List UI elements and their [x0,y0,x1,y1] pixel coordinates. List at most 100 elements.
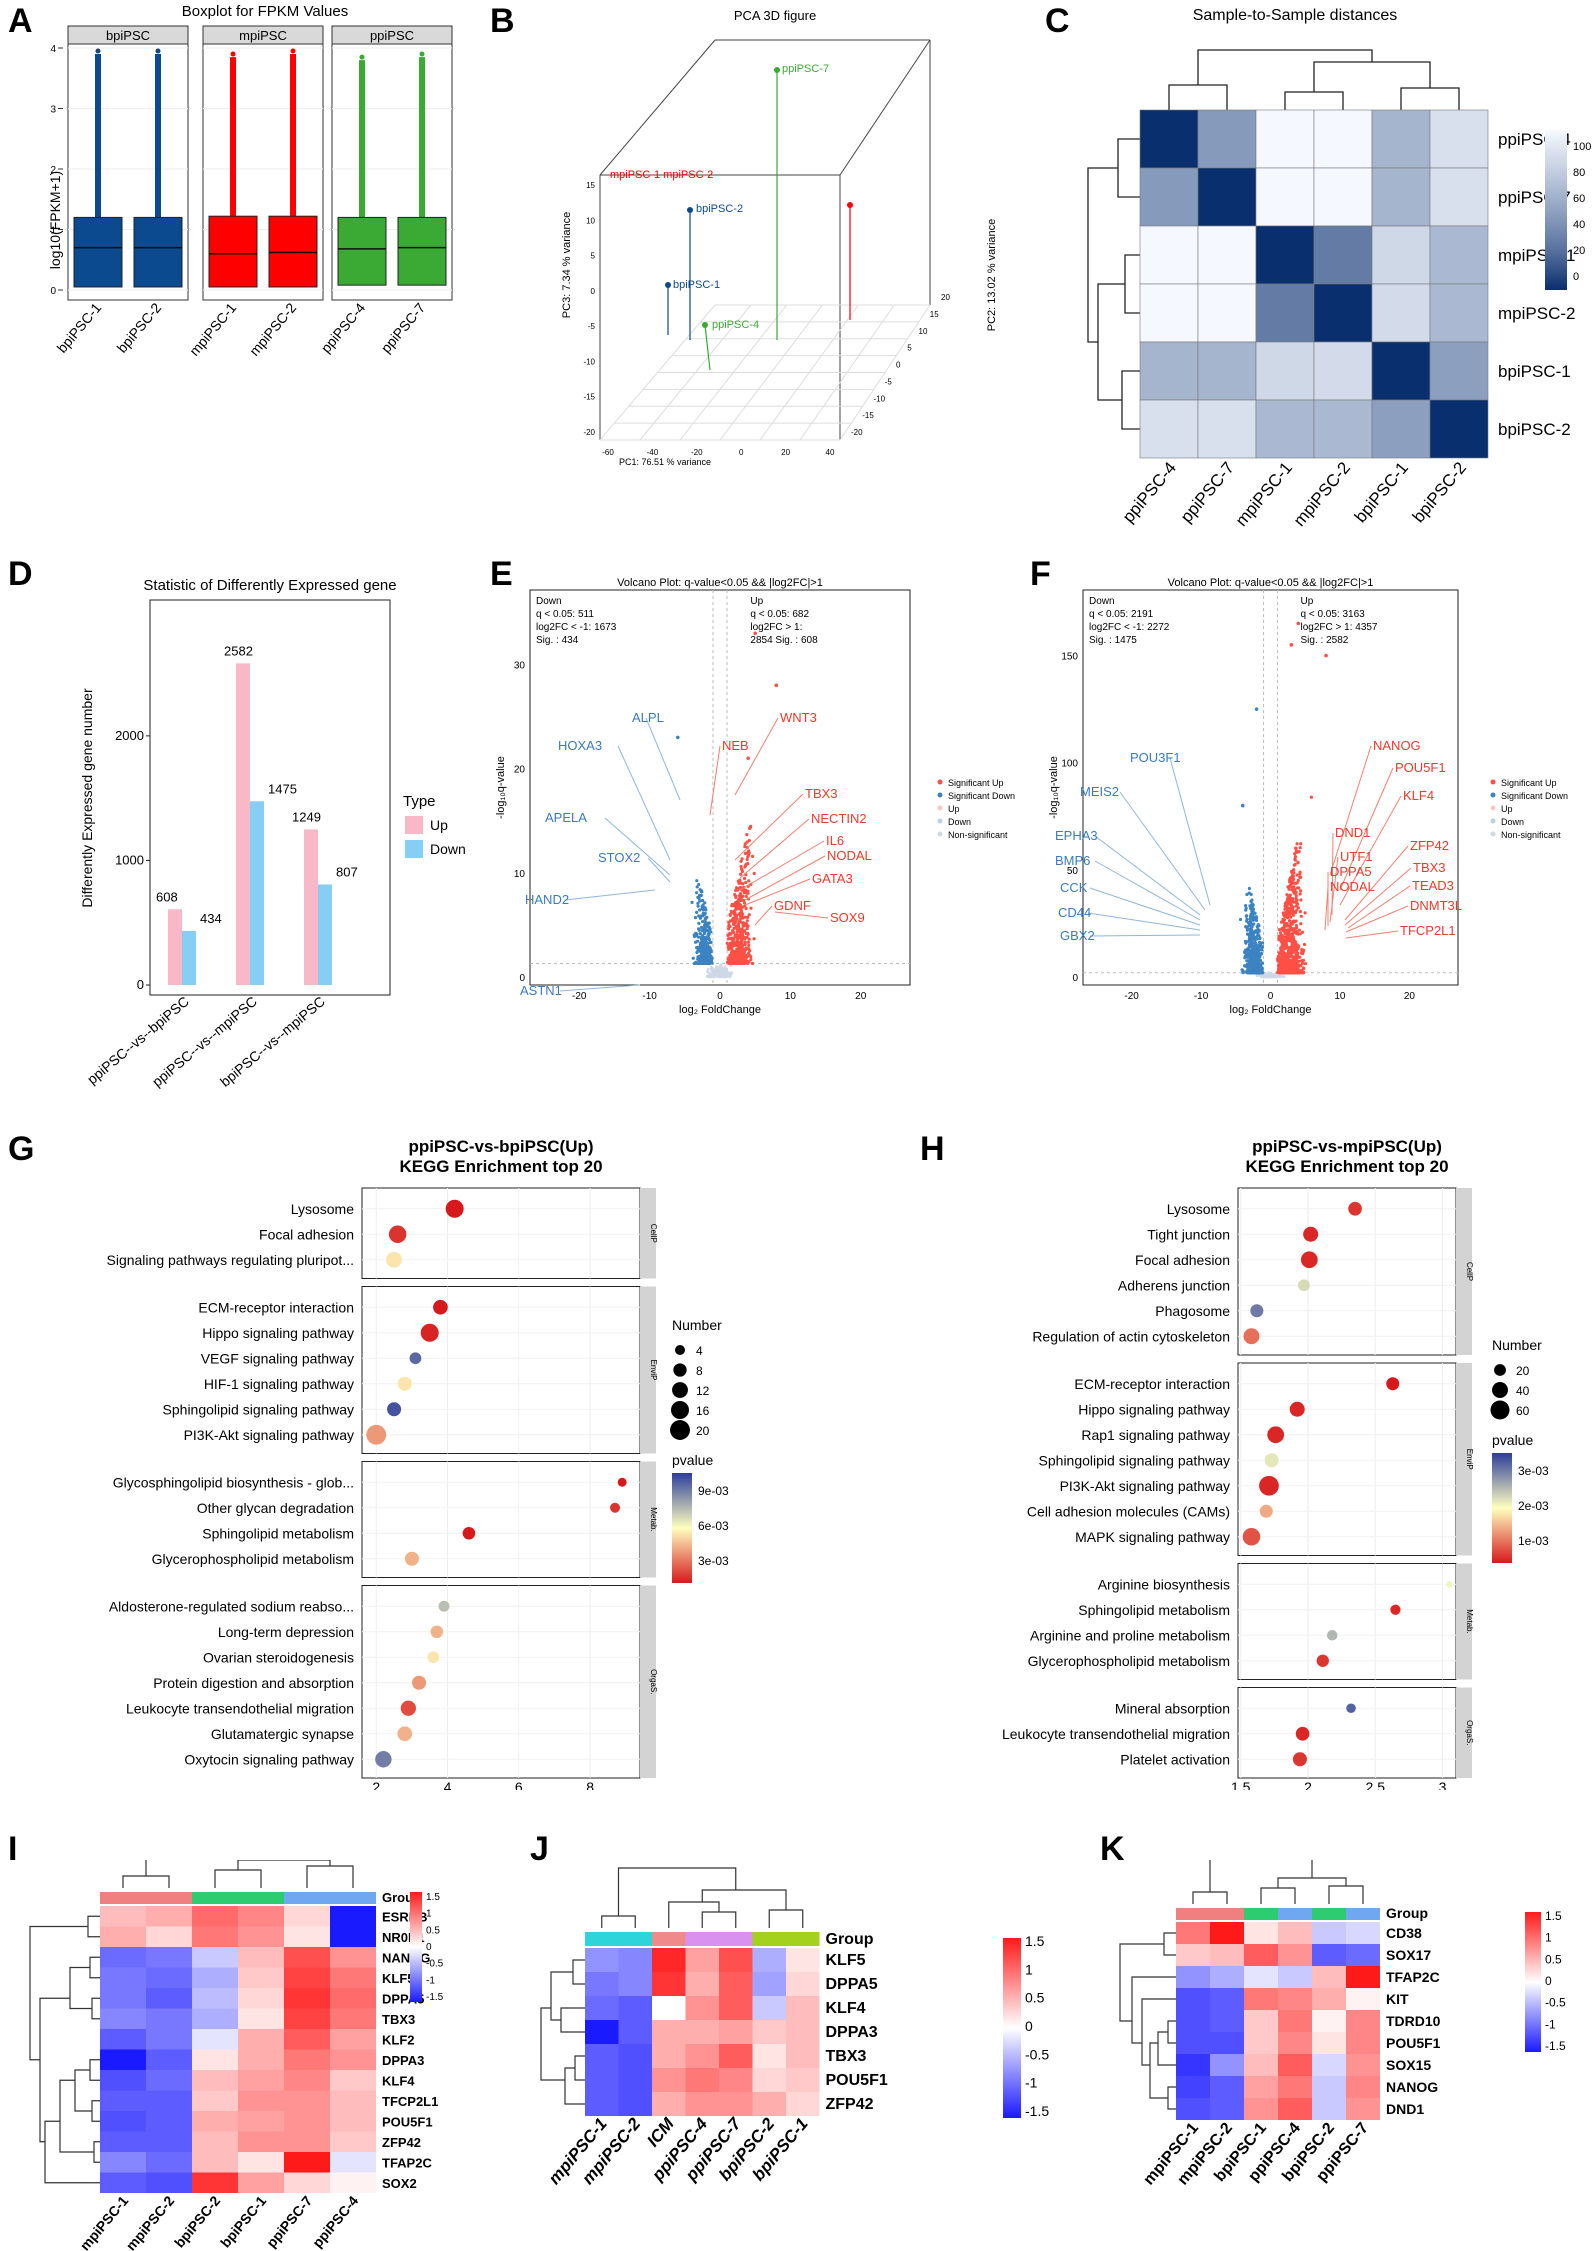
panelH-title1: ppiPSC-vs-mpiPSC(Up) [1252,1137,1442,1156]
panelF-point-down [1257,959,1261,963]
panelF-point-up [1288,971,1293,975]
panelG-term-label: VEGF signaling pathway [201,1350,354,1366]
panelH-color-tick: 3e-03 [1518,1464,1549,1478]
panelH-dot [1390,1604,1401,1615]
panelH-color-tick: 2e-03 [1518,1499,1549,1513]
panelE-point-ns [710,966,714,970]
panelE-frame [529,589,911,986]
panelG-size-key [672,1382,688,1398]
panel-c-cell [1313,283,1373,343]
panelE-point-up [740,916,745,920]
panelJ-gene-label: DPPA5 [826,1976,878,1993]
panelG-xtick: 6 [515,1779,523,1790]
panelF-point-up [1283,970,1287,974]
panelK-cell [1176,2076,1210,2098]
panel-a-box [133,216,183,288]
panelE-up-gene: NODAL [827,848,872,863]
panelK-gene-label: POU5F1 [1386,2035,1441,2051]
panelF-point-up [1295,943,1299,947]
panel-b-drop-line [704,324,711,371]
panelE-point-up [739,881,743,885]
panel-b-point-label: bpiPSC-2 [696,203,743,215]
panelF-point-up [1298,910,1302,914]
panelF-point-up [1288,879,1292,883]
panelF-gene-leader [1094,860,1201,921]
panelE-point-up [737,957,741,961]
panelG-group-strip [640,1461,656,1578]
panel-b-pc2-tick: -5 [885,377,893,386]
panelK-cell [1312,1922,1346,1944]
panelE-point-outlier [675,735,680,740]
panelH-xtick: 3 [1439,1779,1447,1790]
panelE-point-up [730,929,735,933]
panelF-point-up [1291,955,1295,959]
panelK-cell [1244,2098,1278,2120]
panel-d-bar [236,663,250,985]
panelJ-cell [786,1996,820,2020]
panelI-group-cell [284,1892,330,1904]
panelE-point-up [736,952,741,956]
panelF-point-up [1290,907,1295,911]
panelI-cell [284,2172,330,2193]
panelH-dot [1259,1475,1279,1496]
panelE-points [675,631,779,979]
panelI-group-cell [100,1892,146,1904]
panelK-scale-tick: -1.5 [1545,2039,1566,2053]
panelF-point-down [1247,932,1251,936]
panelF-down-gene: BMP6 [1055,853,1090,868]
panelG-group-name: CellP [649,1224,658,1243]
panelH-term-label: Rap1 signaling pathway [1081,1427,1230,1443]
panelH-dot [1292,1752,1307,1767]
panelK-cell [1210,2010,1244,2032]
panel-c-top-dendrogram [1168,49,1460,110]
panelF-point-up [1291,877,1295,881]
panel-c-cell [1197,109,1257,169]
panelG-group-frame [361,1286,641,1454]
panelH-dot [1346,1703,1356,1714]
panel-c-cell [1313,399,1373,459]
panelE-ytick: 0 [519,973,525,984]
panelE-point-down [692,934,697,939]
panelH-group-name: CellP [1465,1262,1474,1281]
panelF-point-up [1279,946,1283,950]
panel-b-point [702,322,708,328]
panel-a-box [268,215,318,288]
panelE-point-down [704,908,708,912]
panelG-group-strip [640,1286,656,1454]
panel-b-title: PCA 3D figure [734,8,816,23]
panelJ-cell [652,1996,686,2020]
panelE-point-up [745,919,749,923]
panelF-point-down [1253,949,1258,953]
panelF-point-up [1283,937,1287,941]
panelE-gene-leader [647,857,671,883]
panelE-point-up [733,950,737,954]
panelI-gene-label: TBX3 [382,2012,415,2027]
panelG-dot [397,1726,413,1742]
panel-b-pc2-tick: 10 [919,327,928,336]
panelF-point-up [1298,889,1303,893]
panelE-point-up [744,894,748,899]
panelK-cell [1210,1922,1244,1944]
panel-b-point-label: ppiPSC-7 [782,63,829,75]
panelF-point-up [1299,951,1304,955]
panelF-point-down [1242,970,1246,974]
panel-c-col-label: mpiPSC-1 [1232,458,1296,530]
panelE-point-up [728,913,732,918]
panelG-term-label: Hippo signaling pathway [202,1325,354,1341]
panelE-point-down [708,946,712,950]
panelH-size-key [1494,1364,1506,1376]
panel-b-point [774,67,780,73]
panel-c-cell [1429,399,1489,459]
panelI-cell [330,1947,376,1968]
panelJ-cell [685,2044,719,2068]
panelI-cell [330,2131,376,2152]
panelG-term-label: Ovarian steroidogenesis [203,1649,354,1665]
panelK-group-cell [1312,1908,1346,1920]
panelE-xtick: 0 [717,991,723,1002]
panelE-xtick: -20 [572,991,587,1002]
panelK-scale-tick: -1 [1545,2017,1556,2031]
panelF-point-up [1294,965,1298,969]
panelE-point-down [698,899,702,903]
panelF-point-down [1251,965,1255,969]
panelI-gene-label: NANOG [382,1950,430,1965]
